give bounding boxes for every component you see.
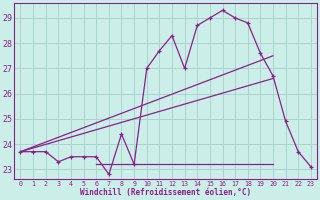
X-axis label: Windchill (Refroidissement éolien,°C): Windchill (Refroidissement éolien,°C): [80, 188, 251, 197]
